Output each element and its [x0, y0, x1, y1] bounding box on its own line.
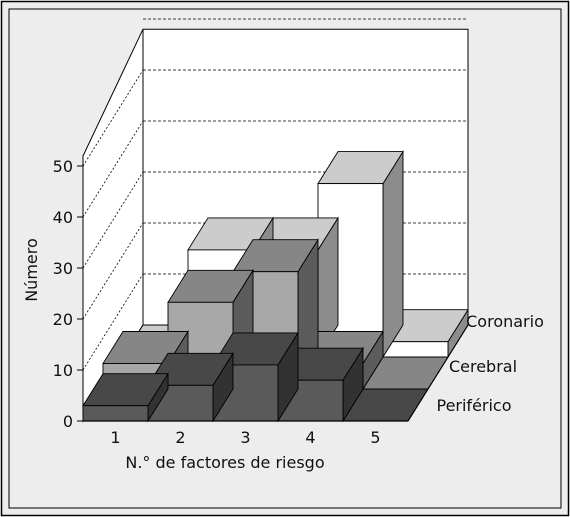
- floor-right-edge: [407, 324, 469, 422]
- bars: [82, 150, 469, 423]
- x-tick-label: 2: [175, 428, 185, 447]
- x-axis-label: N.° de factores de riesgo: [125, 453, 324, 472]
- bar-coronario-5: [382, 308, 469, 359]
- grid-line-left-20: [82, 222, 144, 320]
- grid-line-left-30: [82, 171, 144, 269]
- y-tick-label: 40: [53, 208, 73, 227]
- y-tick-label: 50: [53, 157, 73, 176]
- y-tick-label: 20: [53, 310, 73, 329]
- legend-label-periferico: Periférico: [436, 396, 511, 415]
- grid-lines: [82, 18, 468, 371]
- y-tick-label: 0: [63, 412, 73, 431]
- grid-line-left-40: [82, 120, 144, 218]
- y-axis-label: Número: [22, 238, 41, 302]
- grid-line-left-50: [82, 69, 144, 167]
- inner-frame: [8, 8, 562, 509]
- grid-line-left-10: [82, 273, 144, 371]
- bar-front: [382, 341, 449, 358]
- y-tick-label: 30: [53, 259, 73, 278]
- bar-periférico-1: [82, 372, 169, 423]
- x-tick-label: 4: [305, 428, 315, 447]
- legend-label-cerebral: Cerebral: [449, 357, 517, 376]
- axes: 0 10 20 30 40 50 1 2 3 4 5: [53, 157, 469, 447]
- bar-side: [382, 150, 404, 359]
- x-tick-label: 5: [370, 428, 380, 447]
- bar-front: [82, 405, 149, 422]
- legend-label-coronario: Coronario: [466, 312, 544, 331]
- x-tick-label: 1: [110, 428, 120, 447]
- y-tick-label: 10: [53, 361, 73, 380]
- x-tick-label: 3: [240, 428, 250, 447]
